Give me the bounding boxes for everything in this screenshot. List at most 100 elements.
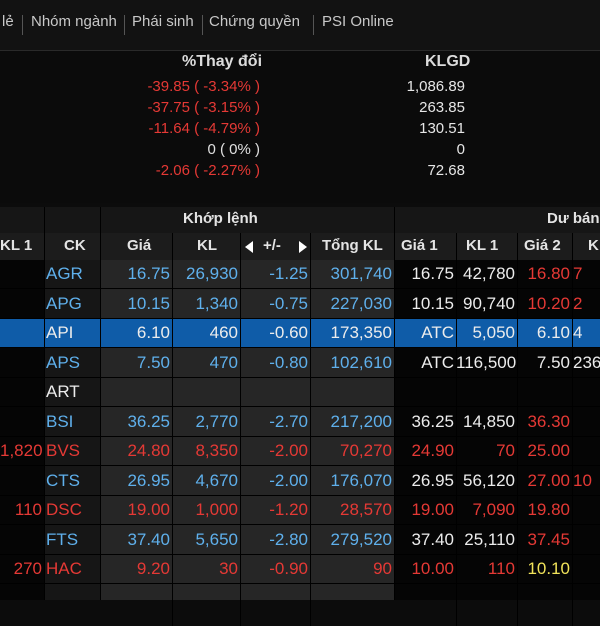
cell-bid-price1: 10.00 [411, 559, 454, 578]
cell-bid-vol1: 14,850 [463, 411, 515, 431]
cell-kl1-left [0, 260, 42, 289]
cell-symbol: CTS [46, 470, 80, 490]
menu-item-le[interactable]: lẻ [2, 13, 14, 30]
index-summary: %Thay đổi KLGD -39.85 ( -3.34% ) 1,086.89… [0, 51, 600, 203]
cell-partial: 7 [573, 264, 583, 283]
cell-bid-price1: 26.95 [411, 470, 454, 490]
cell-price: 24.80 [127, 441, 170, 460]
table-row[interactable]: BSI 36.25 2,770 -2.70 217,200 36.25 14,850 36.3… [0, 408, 600, 437]
cell-price: 37.40 [127, 529, 170, 549]
menu-item-chung-quyen[interactable]: Chứng quyền [209, 13, 300, 30]
cell-change: -0.60 [269, 323, 308, 342]
cell-bid-vol1: 56,120 [463, 470, 515, 490]
cell-price: 6.10 [136, 323, 170, 342]
group-matched-label: Khớp lệnh [183, 210, 258, 227]
cell-bid-price1 [394, 378, 454, 407]
table-row[interactable]: AGR 16.75 26,930 -1.25 301,740 16.75 42,780 16.… [0, 260, 600, 289]
cell-total-volume: 90 [373, 559, 392, 578]
cell-bid-vol1: 5,050 [472, 323, 515, 342]
col-kl1[interactable]: KL 1 [466, 237, 499, 254]
cell-partial: 10 [573, 470, 592, 490]
cell-total-volume: 28,570 [340, 500, 392, 519]
cell-kl1-left [0, 467, 42, 496]
cell-price [100, 378, 170, 407]
summary-volume: 0 [456, 141, 465, 158]
cell-volume: 2,770 [195, 411, 238, 431]
summary-change: 0 ( 0% ) [207, 141, 260, 158]
summary-volume: 72.68 [427, 162, 465, 179]
col-gia2[interactable]: Giá 2 [524, 237, 561, 254]
cell-total-volume: 70,270 [340, 441, 392, 460]
grid-line [572, 233, 573, 626]
cell-volume: 470 [209, 352, 238, 372]
cell-change: -0.90 [269, 559, 308, 578]
menu-item-psi-online[interactable]: PSI Online [322, 13, 394, 30]
summary-volume: 130.51 [419, 120, 465, 137]
cell-volume [172, 378, 238, 407]
cell-kl1-left: 1,820 [0, 441, 43, 460]
grid-line [394, 207, 395, 600]
cell-partial [573, 437, 600, 466]
col-kl1-left[interactable]: KL 1 [0, 237, 33, 254]
cell-bid-price1: 36.25 [411, 411, 454, 431]
cell-bid-price2: 37.45 [527, 529, 570, 549]
cell-volume: 5,650 [195, 529, 238, 549]
cell-symbol: BSI [46, 411, 74, 431]
cell-bid-vol1: 42,780 [463, 264, 515, 283]
cell-change: -1.20 [269, 500, 308, 519]
table-row[interactable]: 110 DSC 19.00 1,000 -1.20 28,570 19.00 7,090 19.… [0, 496, 600, 525]
col-kl[interactable]: KL [197, 237, 217, 254]
grid-line [310, 233, 311, 626]
table-row[interactable]: API 6.10 460 -0.60 173,350 ATC 5,050 6.10 4 [0, 319, 600, 348]
col-bg-ck [44, 260, 100, 600]
cell-bid-price2: 6.10 [536, 323, 570, 342]
col-ck[interactable]: CK [64, 237, 86, 254]
col-tong-kl[interactable]: Tổng KL [322, 237, 383, 254]
col-bg-buy [394, 260, 600, 600]
menu-divider [202, 15, 203, 35]
arrow-right-icon[interactable] [299, 241, 307, 253]
grid-line [100, 207, 101, 600]
col-gia1[interactable]: Giá 1 [401, 237, 438, 254]
cell-price: 26.95 [127, 470, 170, 490]
col-bg-kl1-left [0, 260, 44, 600]
cell-bid-vol1: 116,500 [456, 352, 517, 372]
arrow-left-icon[interactable] [245, 241, 253, 253]
grid-line [240, 233, 241, 626]
cell-total-volume: 279,520 [330, 529, 392, 549]
table-row[interactable]: APS 7.50 470 -0.80 102,610 ATC 116,500 7.50 236 [0, 349, 600, 378]
table-row[interactable]: FTS 37.40 5,650 -2.80 279,520 37.40 25,110 37.4… [0, 526, 600, 555]
cell-partial [573, 378, 600, 407]
cell-symbol: AGR [46, 264, 83, 283]
cell-price: 19.00 [127, 500, 170, 519]
cell-bid-price1: 19.00 [411, 500, 454, 519]
table-row[interactable]: ART [0, 378, 600, 407]
menu-divider [124, 15, 125, 35]
cell-bid-price2: 7.50 [536, 352, 570, 372]
cell-bid-vol1: 25,110 [464, 529, 515, 549]
cell-total-volume [310, 378, 392, 407]
summary-change: -2.06 ( -2.27% ) [155, 162, 260, 179]
menu-item-nhom-nganh[interactable]: Nhóm ngành [31, 13, 117, 30]
cell-bid-price2: 16.80 [527, 264, 570, 283]
table-row[interactable]: CTS 26.95 4,670 -2.00 176,070 26.95 56,120 27.0… [0, 467, 600, 496]
table-row[interactable]: APG 10.15 1,340 -0.75 227,030 10.15 90,740 10.2… [0, 290, 600, 319]
table-row[interactable]: 270 HAC 9.20 30 -0.90 90 10.00 110 10.10 [0, 555, 600, 584]
cell-change: -2.80 [269, 529, 308, 549]
table-row[interactable]: 1,820 BVS 24.80 8,350 -2.00 70,270 24.90 70 25.0… [0, 437, 600, 466]
col-k-partial[interactable]: K [588, 237, 599, 254]
cell-change [240, 378, 308, 407]
col-gia[interactable]: Giá [127, 237, 152, 254]
cell-symbol: DSC [46, 500, 82, 519]
summary-change: -39.85 ( -3.34% ) [147, 78, 260, 95]
grid-line [456, 233, 457, 626]
cell-partial [573, 555, 600, 584]
menu-item-phai-sinh[interactable]: Phái sinh [132, 13, 194, 30]
cell-price: 16.75 [127, 264, 170, 283]
cell-kl1-left [0, 526, 42, 555]
cell-total-volume: 173,350 [330, 323, 392, 342]
col-change[interactable]: +/- [263, 237, 281, 254]
cell-price: 10.15 [127, 293, 170, 313]
cell-bid-price1: ATC [421, 352, 454, 372]
cell-total-volume: 217,200 [330, 411, 392, 431]
